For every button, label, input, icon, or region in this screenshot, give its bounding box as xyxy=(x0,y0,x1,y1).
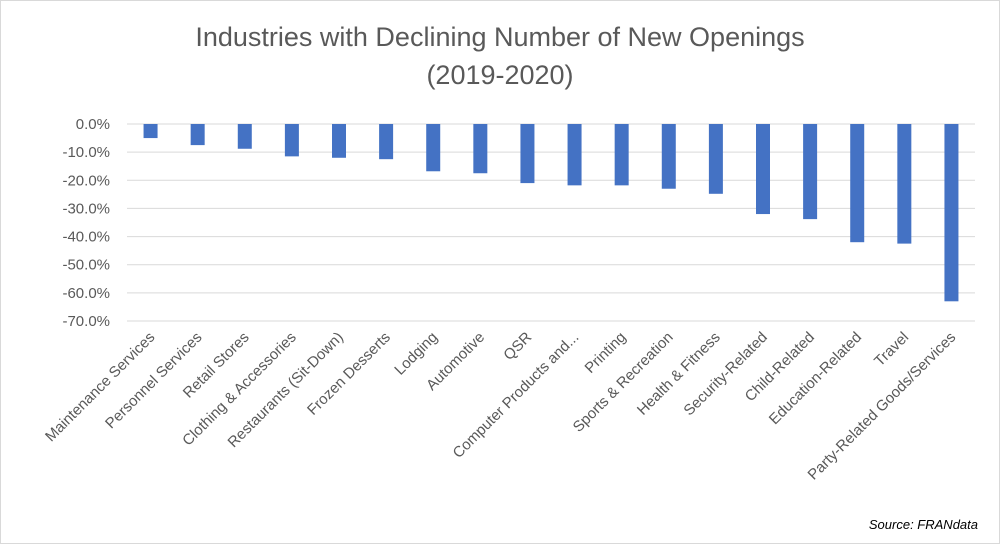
y-tick-label: -10.0% xyxy=(62,144,110,161)
bar xyxy=(379,124,394,160)
category-label: Printing xyxy=(582,329,630,377)
y-tick-label: -50.0% xyxy=(62,257,110,274)
y-tick-label: 0.0% xyxy=(76,116,110,133)
bar xyxy=(850,124,865,243)
source-note: Source: FRANdata xyxy=(868,517,978,532)
category-label: Security-Related xyxy=(680,329,770,419)
y-tick-label: -40.0% xyxy=(62,229,110,246)
y-tick-label: -70.0% xyxy=(62,313,110,330)
chart-title-line2: (2019-2020) xyxy=(426,60,574,90)
bars xyxy=(143,124,959,302)
bar xyxy=(756,124,770,215)
category-label: Education-Related xyxy=(766,329,865,428)
bar xyxy=(614,124,629,186)
bar xyxy=(520,124,535,184)
bar xyxy=(897,124,912,244)
category-label: Travel xyxy=(871,329,912,370)
bar xyxy=(473,124,488,174)
bar xyxy=(190,124,205,146)
bar xyxy=(143,124,158,139)
bar xyxy=(567,124,582,186)
bar xyxy=(284,124,299,157)
bar xyxy=(237,124,252,149)
y-tick-label: -60.0% xyxy=(62,285,110,302)
y-tick-label: -20.0% xyxy=(62,172,110,189)
category-label: Health & Fitness xyxy=(634,329,724,419)
bar xyxy=(803,124,818,220)
bar xyxy=(708,124,723,194)
bar xyxy=(332,124,346,158)
chart-title-line1: Industries with Declining Number of New … xyxy=(195,22,805,52)
y-axis-tick-labels: 0.0% -10.0% -20.0% -30.0% -40.0% -50.0% -60.0%… xyxy=(62,116,110,330)
bar xyxy=(426,124,441,172)
bar xyxy=(661,124,676,189)
category-label: Frozen Desserts xyxy=(304,329,394,419)
bar xyxy=(944,124,959,302)
category-label: QSR xyxy=(500,329,535,364)
gridlines xyxy=(127,123,975,322)
chart-title: Industries with Declining Number of New … xyxy=(0,18,1000,94)
y-tick-label: -30.0% xyxy=(62,200,110,217)
